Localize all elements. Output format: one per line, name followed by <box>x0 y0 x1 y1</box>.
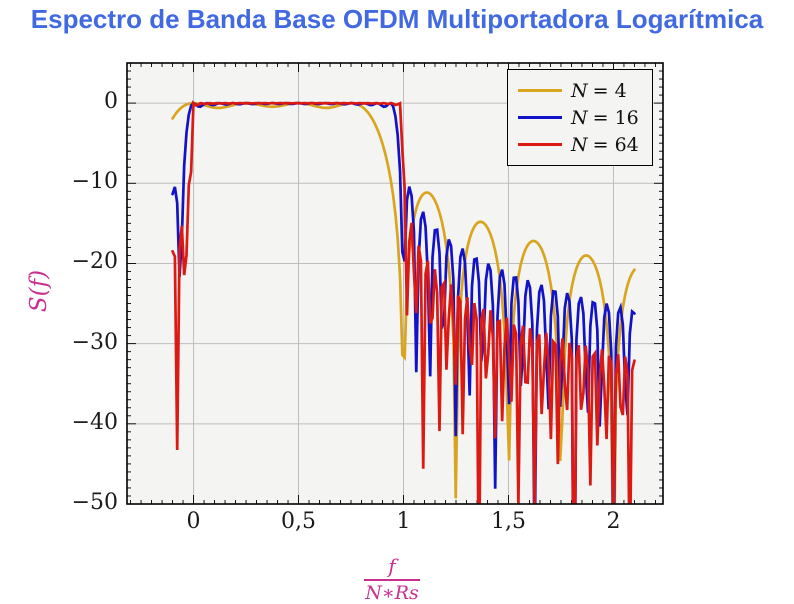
y-axis-label: S(f) <box>26 269 52 313</box>
legend: N = 4 N = 16 N = 64 <box>507 69 653 166</box>
x-axis-label-denominator: N∗Rs <box>365 581 419 604</box>
y-tick-label-−30: −30 <box>71 329 118 355</box>
legend-label-n64: N = 64 <box>571 133 639 156</box>
legend-label-n16: N = 16 <box>571 106 639 129</box>
x-axis-label-numerator: f <box>388 554 396 578</box>
plot-frame <box>126 62 664 505</box>
legend-swatch-n64-line <box>518 142 562 147</box>
x-tick-label-1: 1 <box>396 509 411 534</box>
legend-swatch-n16-line <box>518 115 562 120</box>
x-tick-label-2: 2 <box>606 509 621 534</box>
y-tick-label-0: 0 <box>104 89 118 115</box>
legend-item-n4: N = 4 <box>518 77 644 104</box>
chart-title: Espectro de Banda Base OFDM Multiportado… <box>30 4 764 34</box>
x-tick-label-1,5: 1,5 <box>490 509 526 534</box>
legend-item-n64: N = 64 <box>518 131 644 158</box>
legend-item-n16: N = 16 <box>518 104 644 131</box>
curve-n64 <box>171 100 636 504</box>
y-tick-label-−20: −20 <box>71 249 118 275</box>
legend-label-n4: N = 4 <box>571 79 627 102</box>
x-tick-label-0,5: 0,5 <box>281 509 317 534</box>
legend-swatch-n4-line <box>518 88 562 93</box>
fraction-bar-line <box>364 579 420 581</box>
x-tick-label-0: 0 <box>186 509 201 534</box>
y-tick-label-−40: −40 <box>71 409 118 435</box>
x-axis-label: f N∗Rs <box>352 556 432 603</box>
y-tick-label-−50: −50 <box>71 490 118 515</box>
y-tick-label-−10: −10 <box>71 169 118 195</box>
curves <box>171 100 636 504</box>
